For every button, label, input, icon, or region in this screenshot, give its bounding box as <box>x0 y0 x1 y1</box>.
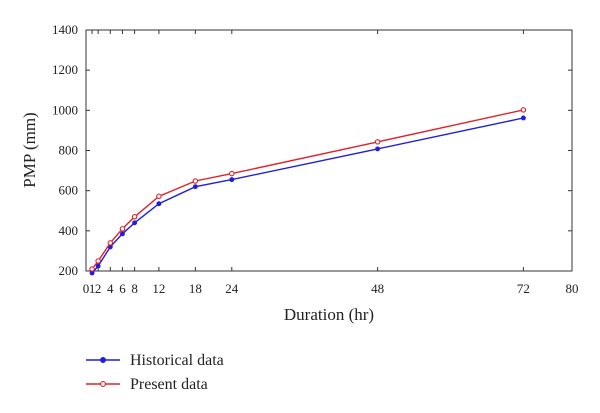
series-line-historical-data <box>91 117 524 274</box>
data-point-historical-data <box>192 184 198 190</box>
data-point-present-data <box>95 258 101 264</box>
x-tick-label: 6 <box>119 281 126 296</box>
series-line-present-data <box>91 109 524 270</box>
x-axis-title: Duration (hr) <box>284 305 374 324</box>
data-point-historical-data <box>119 231 125 237</box>
data-point-historical-data <box>375 146 381 152</box>
data-point-present-data <box>156 193 162 200</box>
x-tick-label: 1 <box>89 281 96 296</box>
legend-swatch-marker <box>100 357 106 363</box>
x-tick-label: 24 <box>225 281 239 296</box>
data-point-present-data <box>89 266 95 272</box>
plot-layer <box>85 29 573 276</box>
y-tick-label: 600 <box>59 183 79 198</box>
legend-label: Historical data <box>130 352 224 369</box>
x-tick-label: 80 <box>566 281 579 296</box>
y-tick-label: 1400 <box>52 22 78 37</box>
plot-frame <box>85 29 573 272</box>
data-point-present-data <box>119 226 126 232</box>
data-point-present-data <box>131 214 138 220</box>
data-point-historical-data <box>132 220 138 226</box>
x-tick-label: 48 <box>371 281 384 296</box>
x-tick-label: 12 <box>152 281 165 296</box>
y-tick-label: 800 <box>59 143 79 158</box>
x-tick-labels: 0 1 2 4 6 8 12 18 24 48 72 80 <box>83 281 579 296</box>
data-point-historical-data <box>229 177 235 183</box>
data-point-historical-data <box>95 263 101 269</box>
x-tick-label: 8 <box>131 281 138 296</box>
x-tick-label: 4 <box>107 281 114 296</box>
legend-label: Present data <box>130 376 208 393</box>
x-tick-label: 72 <box>517 281 530 296</box>
data-point-historical-data <box>520 115 526 121</box>
legend: Historical data Present data <box>86 352 224 393</box>
x-tick-label: 0 <box>83 281 90 296</box>
data-point-present-data <box>107 240 114 246</box>
y-tick-label: 1000 <box>52 102 78 117</box>
y-tick-labels: 200 400 600 800 1000 1200 1400 <box>52 22 78 278</box>
data-point-present-data <box>374 139 381 145</box>
data-point-present-data <box>192 178 199 184</box>
y-tick-label: 1200 <box>52 62 78 77</box>
x-tick-label: 18 <box>189 281 202 296</box>
legend-swatch-marker <box>100 381 106 387</box>
data-point-present-data <box>229 170 235 177</box>
data-point-historical-data <box>156 201 162 207</box>
y-tick-label: 200 <box>59 263 79 278</box>
x-tick-label: 2 <box>95 281 102 296</box>
y-tick-label: 400 <box>59 223 79 238</box>
y-axis-title: PMP (mm) <box>20 112 39 187</box>
data-point-present-data <box>520 107 527 113</box>
